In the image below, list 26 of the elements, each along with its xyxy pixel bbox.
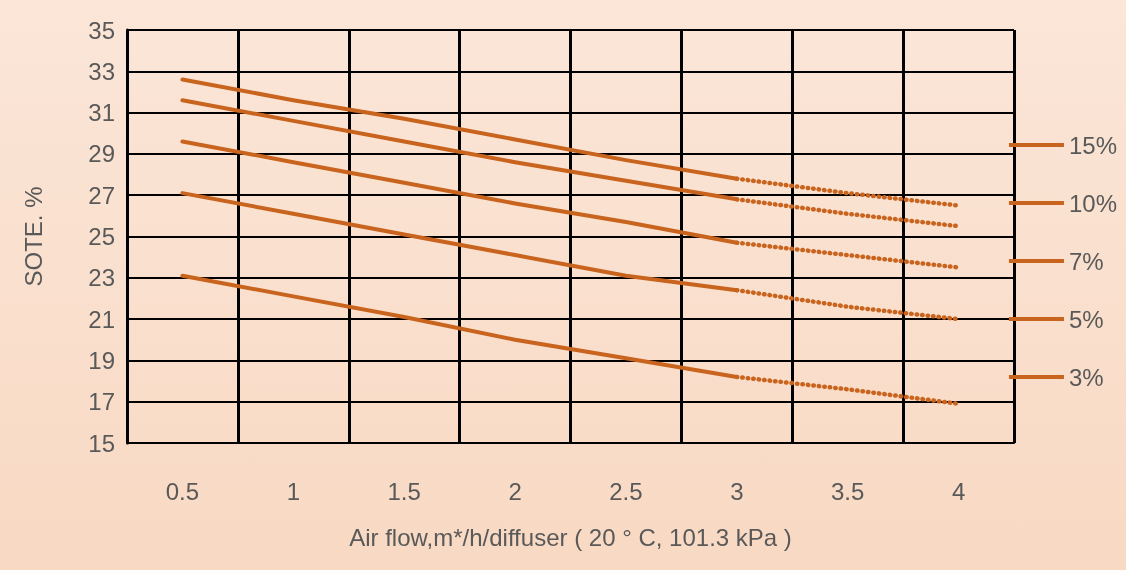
x-tick-label: 1.5 (387, 477, 421, 505)
y-tick-label: 19 (88, 346, 115, 374)
x-tick-label: 3.5 (831, 477, 865, 505)
y-tick-label: 23 (88, 264, 115, 292)
x-tick-label: 2 (508, 477, 522, 505)
legend-label: 10% (1068, 189, 1118, 217)
y-tick-label: 17 (88, 388, 115, 416)
y-tick-label: 33 (88, 57, 115, 85)
y-axis-title: SOTE. % (19, 186, 47, 287)
y-tick-label: 29 (88, 140, 115, 168)
x-tick-label: 3 (730, 477, 744, 505)
y-tick-label: 27 (88, 181, 115, 209)
y-tick-label: 21 (88, 305, 115, 333)
legend-label: 7% (1068, 247, 1104, 275)
x-tick-label: 0.5 (165, 477, 200, 505)
legend-label: 5% (1068, 305, 1104, 333)
y-tick-label: 31 (88, 99, 115, 127)
y-tick-label: 25 (88, 223, 115, 250)
y-tick-label: 35 (88, 16, 115, 44)
legend-label: 15% (1068, 131, 1118, 159)
legend-label: 3% (1068, 363, 1104, 391)
x-tick-label: 1 (286, 477, 300, 505)
x-axis-title: Air flow,m*/h/diffuser ( 20 ° C, 101.3 kPa ) (349, 523, 792, 551)
y-tick-label: 15 (88, 429, 115, 457)
x-tick-label: 2.5 (609, 477, 643, 505)
x-tick-label: 4 (951, 477, 966, 505)
